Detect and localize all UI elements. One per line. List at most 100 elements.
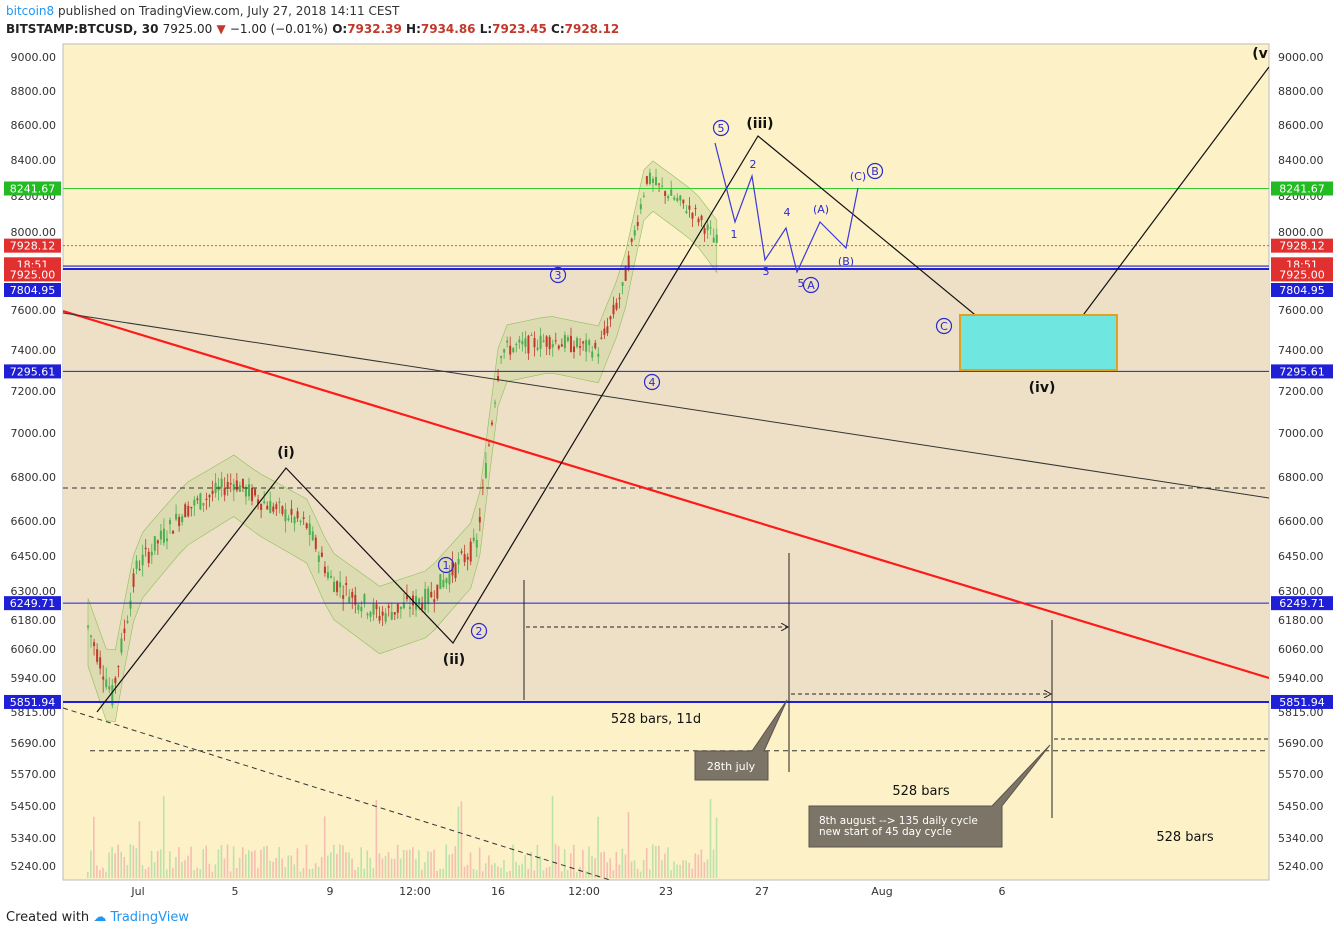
candle-body: [545, 336, 548, 347]
price-label-box: [4, 238, 61, 253]
red-trendline: [63, 309, 1269, 680]
x-tick: Aug: [871, 885, 892, 898]
volume-bar: [673, 861, 675, 878]
volume-bar: [111, 847, 113, 878]
candle-body: [381, 611, 384, 616]
volume-bar: [208, 863, 211, 878]
volume-bar: [709, 799, 712, 878]
candle-body: [424, 588, 427, 611]
y-tick-left: 5570.00: [11, 768, 57, 781]
volume-bar: [651, 844, 654, 878]
candle-body: [630, 238, 633, 242]
candle-body: [539, 335, 542, 349]
candle-body: [247, 484, 250, 497]
volume-bar: [503, 859, 505, 878]
circled-label: 4: [649, 376, 656, 389]
minor-label: 3: [763, 265, 770, 278]
candle-body: [360, 606, 363, 612]
y-tick-right: 8600.00: [1278, 119, 1324, 132]
volume-bar: [159, 849, 162, 878]
candle-body: [290, 508, 293, 515]
annotations: (i)(ii)(iii)(iv)(v12345ABC12345(A)(B)(C)…: [277, 46, 1268, 848]
candle-body: [272, 506, 275, 512]
candle-body: [402, 602, 405, 609]
volume-bar: [105, 871, 107, 878]
published-text: published on TradingView.com, July 27, 2…: [58, 4, 400, 18]
volume-bar: [560, 871, 563, 878]
y-tick-right: 7600.00: [1278, 304, 1324, 317]
volume-bar: [424, 862, 426, 878]
price-label-box: [4, 267, 61, 282]
volume-bar: [169, 851, 171, 878]
volume-bar: [448, 854, 451, 878]
symbol-label[interactable]: BITSTAMP:BTCUSD, 30: [6, 22, 159, 36]
open-value: 7932.39: [347, 22, 402, 36]
volume-bar: [263, 846, 265, 878]
tradingview-brand[interactable]: TradingView: [110, 910, 189, 925]
volume-bar: [172, 867, 174, 878]
candle-body: [497, 376, 500, 381]
y-tick-left: 8800.00: [11, 85, 57, 98]
volume-bar: [314, 863, 317, 878]
volume-bar: [366, 850, 369, 878]
candle-body: [117, 666, 120, 668]
candle-body: [600, 337, 603, 339]
wave-label: (i): [277, 445, 295, 461]
circled-label: 3: [555, 269, 562, 282]
volume-bar: [190, 846, 192, 878]
volume-bar: [147, 867, 150, 878]
volume-bar: [545, 867, 548, 878]
volume-bar: [512, 844, 514, 878]
y-tick-left: 6060.00: [11, 643, 57, 656]
y-tick-right: 7200.00: [1278, 385, 1324, 398]
volume-bar: [320, 857, 323, 878]
candle-body: [715, 234, 718, 243]
candle-body: [588, 340, 591, 345]
x-tick: 5: [232, 885, 239, 898]
candle-body: [457, 559, 460, 565]
black-trendline: [63, 312, 1269, 499]
candle-body: [150, 551, 153, 556]
candle-body: [585, 339, 588, 352]
price-label: 6249.71: [1279, 597, 1325, 610]
minor-label: (A): [813, 203, 829, 216]
candle-body: [442, 579, 445, 587]
y-tick-right: 5690.00: [1278, 737, 1324, 750]
volume-bar: [114, 853, 116, 878]
dashed-trendline: [63, 707, 611, 880]
wave-label: (iv): [1029, 380, 1056, 396]
author-link[interactable]: bitcoin8: [6, 4, 55, 18]
volume-bar: [220, 845, 223, 878]
volume-bar: [323, 816, 326, 878]
candle-body: [427, 588, 430, 604]
candle-body: [278, 501, 281, 503]
candle-body: [685, 211, 688, 214]
volume-bar: [372, 868, 375, 878]
low-value: 7923.45: [492, 22, 547, 36]
volume-bar: [251, 851, 253, 878]
candle-body: [266, 505, 269, 510]
y-tick-left: 6600.00: [11, 515, 57, 528]
high-label: H:: [406, 22, 421, 36]
candle-body: [591, 351, 594, 358]
candle-body: [354, 594, 357, 605]
volume-bar: [165, 869, 168, 878]
candle-body: [618, 297, 621, 300]
y-tick-left: 8000.00: [11, 226, 57, 239]
price-label: 8241.67: [1279, 182, 1325, 195]
y-tick-left: 9000.00: [11, 51, 57, 64]
wave-label: (ii): [443, 652, 465, 668]
volume-bar: [554, 844, 557, 878]
circled-label: A: [807, 279, 815, 292]
volume-bar: [214, 864, 217, 878]
candle-body: [682, 199, 685, 204]
volume-bar: [393, 858, 396, 878]
candle-body: [648, 172, 651, 184]
x-tick: 12:00: [399, 885, 431, 898]
y-tick-right: 7400.00: [1278, 344, 1324, 357]
callout-28th: [694, 699, 788, 781]
circled-label: 5: [718, 122, 725, 135]
volume-bar: [241, 847, 244, 878]
candle-body: [536, 347, 539, 350]
